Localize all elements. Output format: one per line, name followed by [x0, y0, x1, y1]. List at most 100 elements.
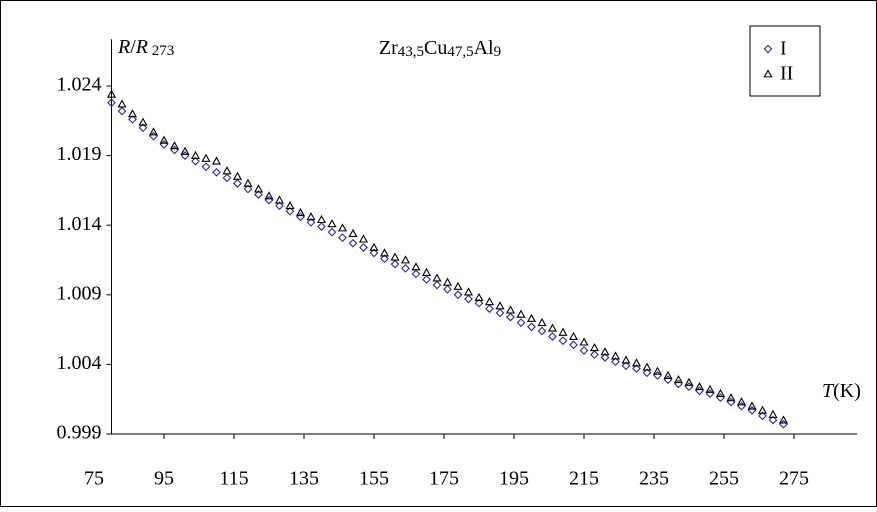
triangle-marker — [358, 234, 369, 243]
x-tick-label: 175 — [429, 468, 459, 490]
chart-title-part: Al — [474, 37, 494, 59]
diamond-marker — [306, 218, 316, 227]
triangle-marker — [379, 248, 390, 257]
diamond-marker — [485, 304, 494, 314]
diamond-marker — [401, 263, 410, 273]
triangle-marker — [390, 252, 400, 261]
diamond-marker — [201, 162, 211, 172]
diamond-marker — [642, 368, 652, 378]
diamond-marker — [464, 294, 473, 304]
chart-title-part: Zr — [379, 37, 398, 59]
triangle-marker — [621, 355, 631, 364]
diamond-marker — [600, 353, 610, 362]
triangle-marker — [159, 135, 169, 144]
diamond-marker — [369, 248, 379, 258]
y-axis-label-part: R — [117, 36, 130, 58]
x-tick-label: 235 — [639, 468, 669, 490]
chart-title-part: 47,5 — [447, 44, 473, 60]
triangle-marker — [316, 214, 327, 224]
diamond-marker — [275, 201, 284, 211]
triangle-marker — [148, 127, 159, 136]
triangle-marker — [337, 223, 348, 232]
triangle-marker — [222, 166, 232, 175]
x-tick-label: 215 — [569, 468, 599, 490]
triangle-marker — [736, 397, 747, 406]
triangle-marker — [537, 317, 547, 327]
diamond-marker — [763, 44, 773, 54]
diamond-marker — [359, 243, 368, 252]
triangle-marker — [274, 195, 285, 204]
y-tick-label: 1.004 — [57, 352, 102, 374]
triangle-marker — [243, 178, 253, 187]
triangle-marker — [169, 141, 180, 150]
triangle-marker — [201, 153, 211, 162]
triangle-marker — [726, 393, 736, 402]
x-axis-label-part: T — [822, 380, 835, 402]
x-tick-label: 275 — [779, 468, 809, 490]
diamond-marker — [443, 284, 452, 294]
chart-title: Zr43,5Cu47,5Al9 — [379, 37, 501, 61]
triangle-marker — [673, 374, 684, 384]
triangle-marker — [757, 405, 768, 414]
triangle-marker — [495, 301, 505, 310]
triangle-marker — [453, 281, 463, 290]
x-tick-label: 95 — [154, 468, 174, 490]
diamond-marker — [254, 190, 263, 199]
triangle-marker — [474, 292, 484, 302]
y-tick-label: 1.024 — [57, 74, 102, 96]
triangle-marker — [348, 228, 358, 237]
triangle-marker — [663, 370, 673, 379]
triangle-marker — [264, 191, 274, 200]
triangle-marker — [568, 331, 579, 340]
triangle-marker — [610, 351, 621, 360]
diamond-marker — [107, 98, 116, 108]
triangle-marker — [579, 337, 589, 346]
y-axis-label: R/R 273 — [117, 36, 174, 60]
triangle-marker — [694, 381, 705, 391]
diamond-marker — [768, 415, 778, 425]
diamond-marker — [506, 312, 515, 322]
triangle-marker — [295, 207, 306, 217]
diamond-marker — [611, 357, 620, 366]
diamond-marker — [422, 275, 431, 284]
diamond-marker — [621, 361, 631, 371]
triangle-marker — [768, 409, 778, 418]
triangle-marker — [253, 184, 264, 193]
x-tick-label: 255 — [709, 468, 739, 490]
diamond-marker — [453, 290, 463, 300]
triangle-marker — [652, 366, 663, 375]
diamond-marker — [537, 326, 547, 336]
chart-title-part: Cu — [424, 37, 447, 59]
diamond-marker — [317, 222, 326, 231]
diamond-marker — [579, 346, 589, 355]
triangle-marker — [432, 273, 442, 282]
legend-label: II — [780, 63, 793, 85]
diamond-marker — [327, 227, 337, 237]
x-tick-label: 155 — [359, 468, 389, 490]
diamond-marker — [558, 336, 568, 346]
diamond-marker — [233, 179, 242, 188]
triangle-marker — [190, 150, 201, 160]
triangle-marker — [463, 287, 474, 296]
diamond-marker — [285, 206, 295, 216]
x-axis-label: T(K) — [822, 380, 861, 402]
triangle-marker — [127, 109, 138, 118]
chart-title-part: 43,5 — [398, 44, 424, 60]
triangle-marker — [211, 156, 222, 165]
triangle-marker — [705, 384, 715, 393]
triangle-marker — [642, 362, 652, 371]
triangle-marker — [526, 313, 537, 322]
triangle-marker — [589, 342, 600, 352]
triangle-marker — [715, 388, 726, 398]
y-tick-label: 0.999 — [57, 422, 102, 444]
y-axis-label-part: R — [135, 36, 148, 58]
diamond-marker — [380, 254, 389, 263]
triangle-marker — [442, 277, 453, 286]
diamond-marker — [138, 123, 148, 133]
diamond-marker — [758, 411, 767, 421]
triangle-marker — [400, 255, 411, 264]
diamond-marker — [348, 238, 358, 248]
x-tick-label: 135 — [289, 468, 319, 490]
